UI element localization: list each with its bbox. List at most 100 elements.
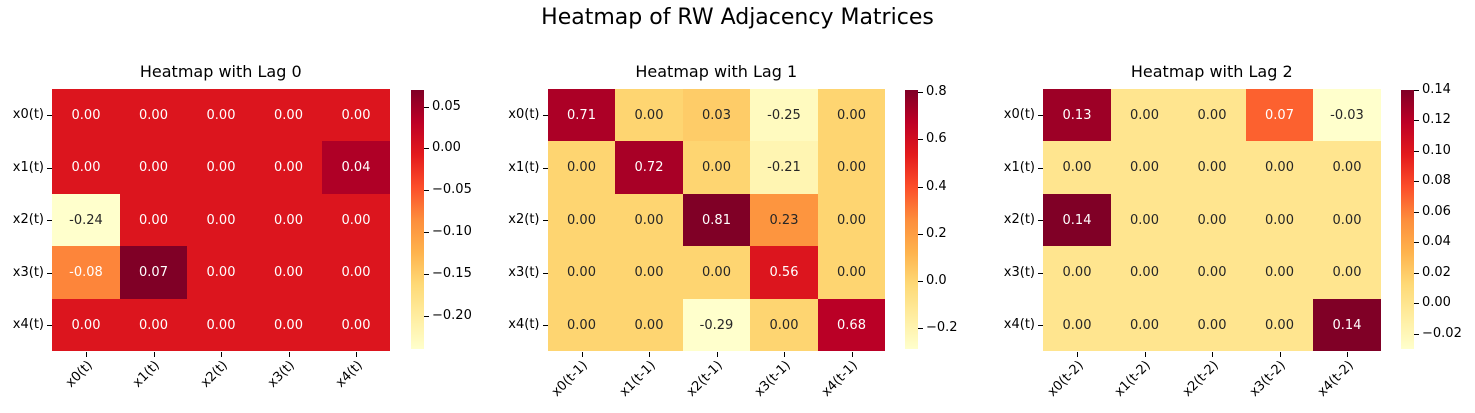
cell-value: -0.21 xyxy=(767,160,801,175)
heatmap-cell: 0.00 xyxy=(1313,246,1381,299)
heatmap-cell: -0.21 xyxy=(750,141,818,194)
cell-value: 0.00 xyxy=(1197,107,1227,123)
cell-value: 0.00 xyxy=(567,265,596,280)
cell-value: 0.00 xyxy=(567,317,596,333)
heatmap-cell: 0.00 xyxy=(1178,89,1246,141)
heatmap-cell: 0.00 xyxy=(120,194,187,246)
heatmap-cell: 0.00 xyxy=(322,246,390,299)
colorbar-tick-label: 0.00 xyxy=(432,140,461,156)
colorbar-tick-label: −0.05 xyxy=(432,182,472,198)
colorbar-tick-mark xyxy=(424,273,429,275)
heatmap-cell: 0.13 xyxy=(1043,89,1111,141)
heatmap-cell: 0.00 xyxy=(187,141,255,194)
x-tick-mark xyxy=(221,352,222,357)
cell-value: 0.00 xyxy=(1265,160,1294,175)
colorbar-tick-label: −0.2 xyxy=(926,319,958,335)
heatmap-cell: 0.14 xyxy=(1043,194,1111,246)
y-tick-label: x3(t) xyxy=(1003,264,1035,280)
cell-value: 0.00 xyxy=(1197,160,1227,175)
x-tick-mark xyxy=(1077,352,1078,357)
heatmap-cell: 0.00 xyxy=(750,299,818,351)
heatmap-cell: 0.00 xyxy=(187,246,255,299)
colorbar-tick-mark xyxy=(918,280,923,282)
cell-value: 0.00 xyxy=(1130,265,1159,280)
heatmap-cell: 0.04 xyxy=(322,141,390,194)
heatmap-cell: 0.00 xyxy=(818,194,885,246)
heatmap-cell: 0.00 xyxy=(120,89,187,141)
x-tick-label: x2(t) xyxy=(197,358,231,391)
x-tick-label: x0(t) xyxy=(62,358,96,391)
cell-value: 0.04 xyxy=(341,160,371,175)
colorbar-tick-label: 0.04 xyxy=(1422,234,1451,250)
cell-value: 0.68 xyxy=(837,317,866,333)
cell-value: 0.00 xyxy=(206,265,236,280)
heatmap-cell: 0.00 xyxy=(1043,246,1111,299)
heatmap-cell: 0.00 xyxy=(683,141,750,194)
y-tick-label: x2(t) xyxy=(1003,212,1035,227)
cell-value: 0.07 xyxy=(139,265,168,280)
x-tick-label: x1(t) xyxy=(130,358,164,391)
y-tick-mark xyxy=(47,115,52,116)
colorbar-tick-label: 0.00 xyxy=(1422,295,1451,311)
y-tick-mark xyxy=(542,220,548,221)
colorbar-tick-label: −0.02 xyxy=(1422,325,1462,341)
heatmap-cell: 0.23 xyxy=(750,194,818,246)
figure-title: Heatmap of RW Adjacency Matrices xyxy=(541,5,934,30)
colorbar-tick-mark xyxy=(1414,303,1419,305)
cell-value: 0.56 xyxy=(769,265,799,280)
cell-value: 0.00 xyxy=(139,212,168,228)
heatmap-cell: 0.68 xyxy=(818,299,885,351)
heatmap-cell: 0.00 xyxy=(818,89,885,141)
cell-value: 0.00 xyxy=(139,160,168,175)
y-tick-label: x3(t) xyxy=(508,264,540,280)
y-tick-label: x1(t) xyxy=(1003,159,1035,175)
cell-value: 0.14 xyxy=(1332,317,1362,333)
heatmap-cell: 0.00 xyxy=(255,89,322,141)
heatmap-cell: 0.00 xyxy=(818,246,885,299)
cell-value: 0.00 xyxy=(1130,160,1159,175)
y-tick-label: x2(t) xyxy=(12,212,44,227)
x-tick-mark xyxy=(716,352,718,357)
cell-value: 0.72 xyxy=(634,160,664,175)
y-tick-mark xyxy=(542,115,548,116)
cell-value: 0.03 xyxy=(702,107,731,123)
y-tick-label: x1(t) xyxy=(508,159,540,175)
x-tick-label: x4(t) xyxy=(332,358,366,391)
cell-value: 0.00 xyxy=(1197,265,1227,280)
cell-value: 0.00 xyxy=(1265,317,1294,333)
x-tick-label: x1(t-2) xyxy=(1112,358,1155,400)
cell-value: 0.00 xyxy=(634,212,664,228)
cell-value: 0.07 xyxy=(1265,107,1294,123)
y-tick-label: x0(t) xyxy=(508,107,540,122)
cell-value: 0.00 xyxy=(769,317,799,333)
x-tick-mark xyxy=(1144,352,1146,357)
x-tick-label: x3(t-1) xyxy=(751,358,794,400)
colorbar-tick-mark xyxy=(1414,211,1419,213)
heatmap-cell: 0.00 xyxy=(1178,246,1246,299)
x-tick-mark xyxy=(851,352,853,357)
colorbar-tick-mark xyxy=(918,186,923,188)
colorbar-tick-mark xyxy=(1414,272,1419,274)
cell-value: 0.00 xyxy=(1265,265,1294,280)
y-tick-label: x1(t) xyxy=(12,159,44,175)
subplot-title: Heatmap with Lag 0 xyxy=(139,62,302,81)
heatmap-cell: 0.00 xyxy=(1246,194,1313,246)
heatmap-cell: 0.00 xyxy=(322,299,390,351)
heatmap-cell: 0.00 xyxy=(52,141,120,194)
colorbar-tick-mark xyxy=(1414,242,1419,244)
heatmap-cell: 0.00 xyxy=(1111,89,1178,141)
colorbar-tick-label: 0.05 xyxy=(432,98,461,114)
cell-value: -0.08 xyxy=(69,265,103,280)
cell-value: 0.00 xyxy=(837,107,866,123)
heatmap-cell: -0.29 xyxy=(683,299,750,351)
heatmap-cell: 0.03 xyxy=(683,89,750,141)
cell-value: 0.00 xyxy=(274,107,303,123)
colorbar xyxy=(905,90,918,349)
x-tick-mark xyxy=(153,352,155,357)
colorbar-tick-mark xyxy=(1414,333,1419,335)
x-tick-mark xyxy=(784,352,785,357)
cell-value: 0.00 xyxy=(274,317,303,333)
x-tick-label: x4(t-2) xyxy=(1314,358,1357,400)
colorbar-tick-label: 0.0 xyxy=(926,272,947,288)
heatmap-cell: -0.24 xyxy=(52,194,120,246)
